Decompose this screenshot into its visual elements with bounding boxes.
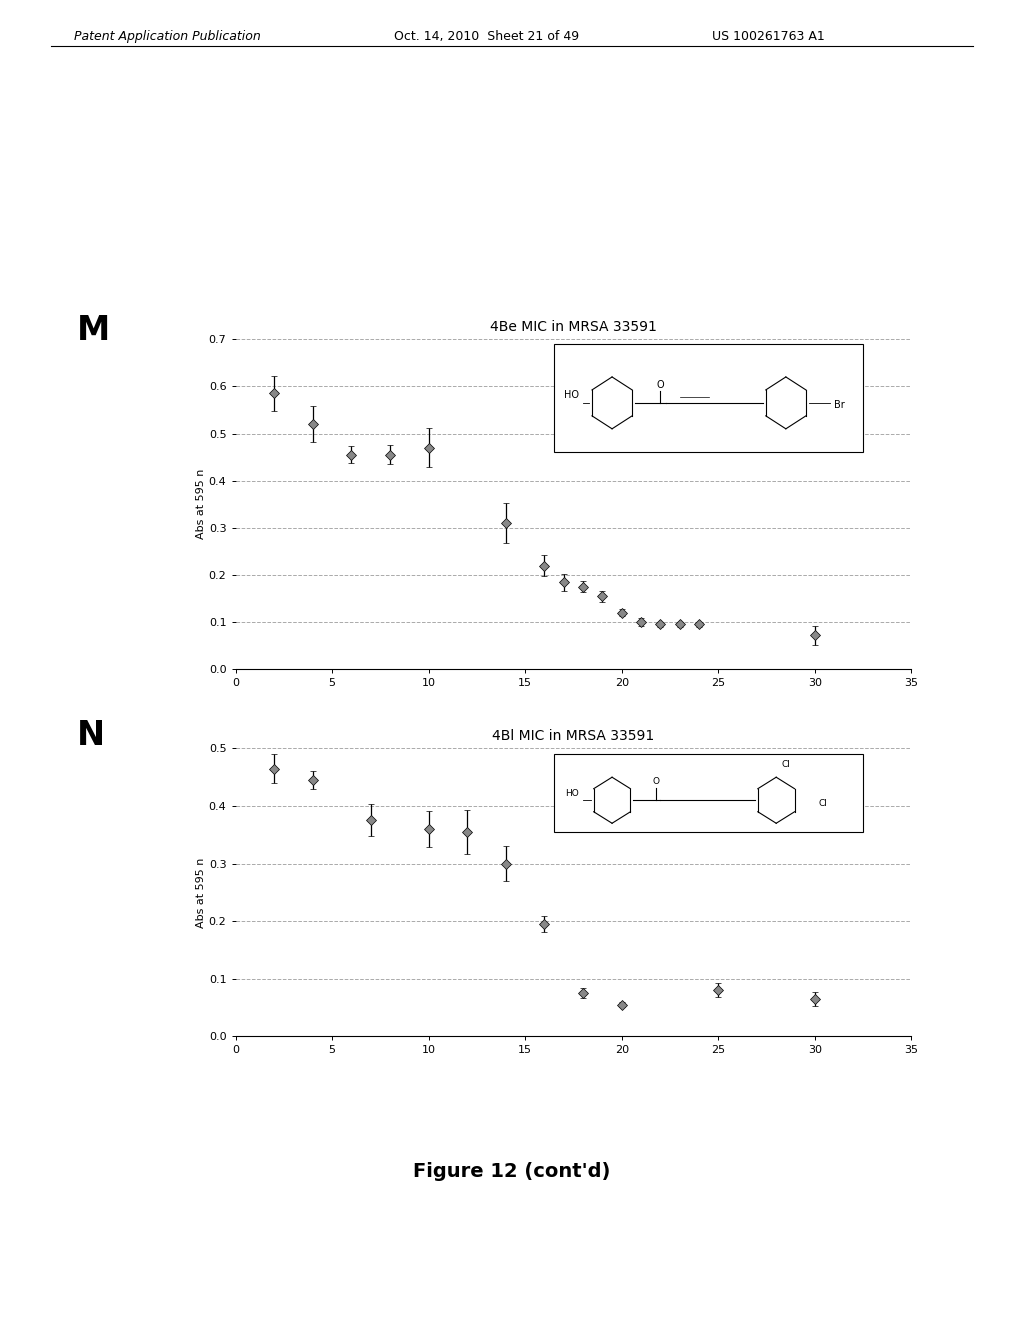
- Bar: [554, 345, 863, 453]
- Text: HO: HO: [565, 788, 580, 797]
- Bar: [554, 754, 863, 832]
- Text: O: O: [656, 380, 665, 389]
- Text: O: O: [653, 777, 660, 787]
- Text: Cl: Cl: [818, 799, 827, 808]
- Y-axis label: Abs at 595 n: Abs at 595 n: [196, 857, 206, 928]
- Text: Cl: Cl: [781, 760, 791, 768]
- Text: N: N: [77, 719, 104, 752]
- Text: Oct. 14, 2010  Sheet 21 of 49: Oct. 14, 2010 Sheet 21 of 49: [394, 30, 580, 44]
- Title: 4Be MIC in MRSA 33591: 4Be MIC in MRSA 33591: [490, 319, 656, 334]
- Text: Figure 12 (cont'd): Figure 12 (cont'd): [414, 1162, 610, 1180]
- Title: 4Bl MIC in MRSA 33591: 4Bl MIC in MRSA 33591: [493, 729, 654, 743]
- Y-axis label: Abs at 595 n: Abs at 595 n: [196, 469, 206, 540]
- Text: Br: Br: [835, 400, 845, 409]
- Text: M: M: [77, 314, 110, 347]
- Text: HO: HO: [564, 391, 580, 400]
- Text: US 100261763 A1: US 100261763 A1: [712, 30, 824, 44]
- Text: Patent Application Publication: Patent Application Publication: [74, 30, 260, 44]
